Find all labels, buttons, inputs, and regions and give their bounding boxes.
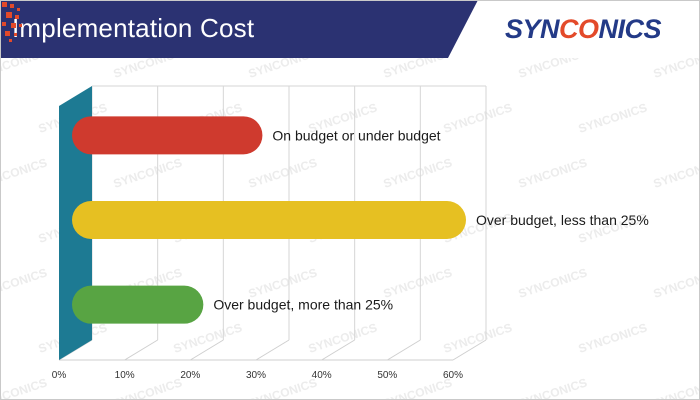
brand-logo: SYNCONICS — [505, 14, 662, 45]
watermark-text: SYNCONICS — [442, 100, 514, 135]
x-tick-label: 40% — [312, 370, 332, 381]
x-axis-ticks: 0% 10% 20% 30% 40% 50% 60% — [52, 370, 463, 381]
x-tick-label: 0% — [52, 370, 67, 381]
chart-bars: On budget or under budget Over budget, le… — [72, 116, 649, 324]
logo-dots-icon — [2, 2, 22, 42]
watermark-text: SYNCONICS — [112, 155, 184, 190]
watermark-text: SYNCONICS — [0, 375, 49, 400]
slide-title: Implementation Cost — [12, 13, 255, 43]
watermark-text: SYNCONICS — [247, 58, 319, 81]
watermark-text: SYNCONICS — [247, 265, 319, 300]
grid-line-floor — [190, 339, 224, 361]
watermark-text: SYNCONICS — [652, 375, 700, 400]
watermark-text: SYNCONICS — [652, 155, 700, 190]
watermark-text: SYNCONICS — [247, 155, 319, 190]
bar-label: Over budget, less than 25% — [476, 212, 649, 228]
logo-text-part1: SYN — [505, 14, 560, 44]
watermark-text: SYNCONICS — [0, 155, 49, 190]
watermark-text: SYNCONICS — [577, 100, 649, 135]
watermark-text: SYNCONICS — [517, 155, 589, 190]
bar-label: Over budget, more than 25% — [213, 297, 393, 313]
watermark-text: SYNCONICS — [112, 58, 184, 81]
grid-line-floor — [124, 339, 158, 361]
watermark-text: SYNCONICS — [0, 58, 49, 81]
bar-label: On budget or under budget — [272, 127, 440, 143]
grid-line-floor — [387, 339, 421, 361]
watermark-text: SYNCONICS — [382, 155, 454, 190]
watermark-text: SYNCONICS — [577, 320, 649, 355]
watermark-text: SYNCONICS — [172, 320, 244, 355]
x-tick-label: 50% — [377, 370, 397, 381]
grid-line-floor — [321, 339, 355, 361]
bar — [72, 201, 466, 239]
grid-line-floor — [255, 339, 290, 361]
x-tick-label: 10% — [115, 370, 135, 381]
watermark-text: SYNCONICS — [517, 265, 589, 300]
x-tick-label: 30% — [246, 370, 266, 381]
bar — [72, 285, 204, 324]
logo-text-part3: NICS — [598, 14, 662, 44]
x-tick-label: 20% — [180, 370, 200, 381]
watermark-text: SYNCONICS — [382, 58, 454, 81]
watermark-text: SYNCONICS — [652, 58, 700, 81]
grid-line-floor — [452, 339, 487, 361]
watermark-text: SYNCONICS — [442, 320, 514, 355]
x-tick-label: 60% — [443, 370, 463, 381]
watermark-text: SYNCONICS — [652, 265, 700, 300]
bar — [72, 116, 263, 155]
bar-chart: SYNCONICS SYNCONICS SYNCONICS SYNCONICS SYNC… — [0, 58, 700, 400]
watermark-text: SYNCONICS — [307, 320, 379, 355]
watermark-text: SYNCONICS — [382, 265, 454, 300]
watermark-text: SYNCONICS — [517, 375, 589, 400]
watermark-text: SYNCONICS — [517, 58, 589, 81]
logo-text-part2: CO — [559, 14, 599, 44]
title-bar: Implementation Cost SYNCONICS — [0, 0, 700, 58]
watermark-text: SYNCONICS — [0, 265, 49, 300]
title-banner — [0, 0, 478, 58]
